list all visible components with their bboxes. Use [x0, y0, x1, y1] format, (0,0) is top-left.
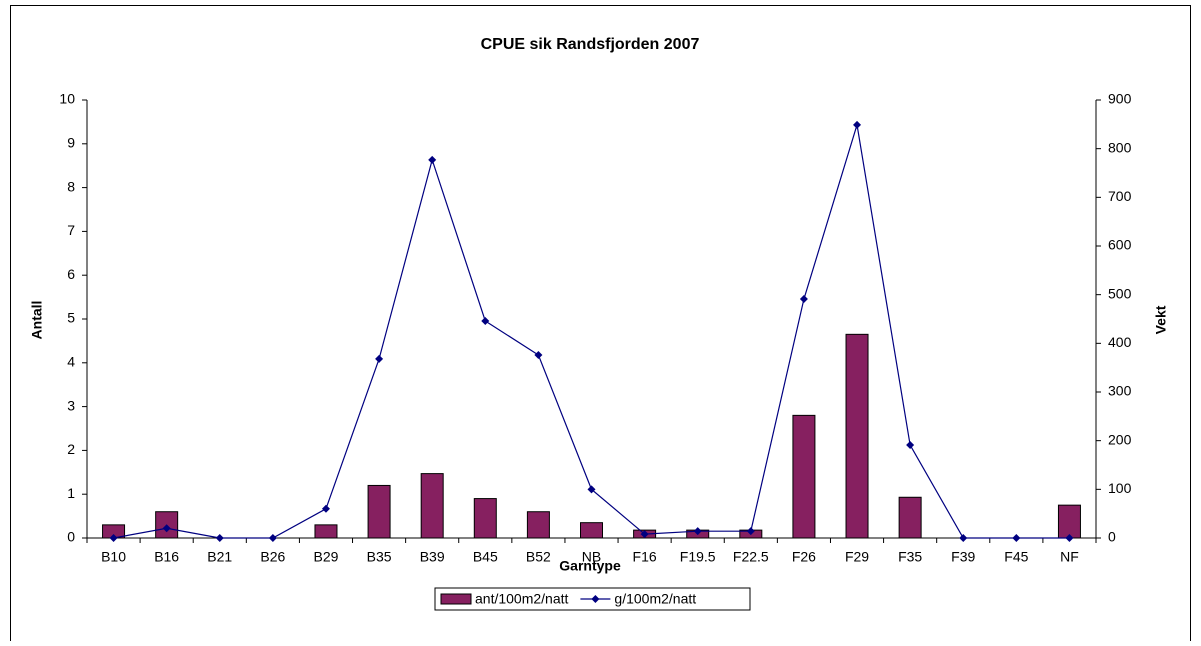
x-tick-label: F16 [633, 549, 657, 565]
marker [428, 155, 437, 164]
bar [420, 473, 444, 539]
marker [215, 534, 224, 542]
x-tick-label: B26 [260, 549, 285, 565]
marker [268, 534, 277, 542]
x-tick-label: NF [1060, 549, 1079, 565]
y-tick-label: 0 [67, 529, 75, 545]
y2-tick-label: 700 [1108, 188, 1132, 204]
y-tick-label: 2 [67, 441, 75, 457]
bar [1057, 504, 1081, 539]
x-tick-label: B39 [420, 549, 445, 565]
y2-tick-label: 500 [1108, 285, 1132, 301]
x-tick-label: B45 [473, 549, 498, 565]
marker [375, 354, 384, 363]
bar [580, 522, 603, 539]
marker [109, 534, 118, 542]
marker [162, 524, 171, 533]
y-tick-label: 1 [67, 485, 75, 501]
y2-tick-label: 300 [1108, 383, 1132, 399]
y2-tick-label: 400 [1108, 334, 1132, 350]
bar [845, 333, 869, 539]
y2-tick-label: 0 [1108, 529, 1116, 545]
y2-tick-label: 200 [1108, 431, 1132, 447]
y-tick-label: 4 [67, 354, 75, 370]
x-tick-label: B21 [207, 549, 232, 565]
marker [906, 441, 915, 450]
marker [534, 351, 543, 360]
y2-tick-label: 900 [1108, 91, 1132, 107]
marker [1065, 534, 1074, 542]
x-tick-label: B35 [367, 549, 392, 565]
bar [473, 498, 497, 539]
legend-swatch [440, 593, 472, 605]
y2-axis-label: Vekt [1153, 305, 1169, 334]
x-tick-label: B29 [314, 549, 339, 565]
marker [693, 527, 702, 536]
y-tick-label: 3 [67, 397, 75, 413]
bar [526, 511, 550, 539]
y-tick-label: 9 [67, 135, 75, 151]
marker [587, 485, 596, 494]
y-tick-label: 7 [67, 222, 75, 238]
x-tick-label: F26 [792, 549, 816, 565]
bar [898, 496, 922, 539]
x-tick-label: F45 [1004, 549, 1028, 565]
chart-frame [10, 5, 1191, 646]
x-tick-label: B10 [101, 549, 126, 565]
legend-marker [591, 595, 600, 603]
y2-tick-label: 800 [1108, 139, 1132, 155]
y2-tick-label: 600 [1108, 237, 1132, 253]
marker [321, 504, 330, 513]
marker [1012, 534, 1021, 542]
x-tick-label: F22.5 [733, 549, 769, 565]
bar [314, 524, 338, 539]
bar [792, 414, 816, 539]
x-axis-label: Garntype [559, 558, 621, 574]
bar [367, 484, 391, 539]
y-tick-label: 10 [59, 91, 75, 107]
x-tick-label: B16 [154, 549, 179, 565]
x-tick-label: F39 [951, 549, 975, 565]
y-tick-label: 8 [67, 178, 75, 194]
x-tick-label: F19.5 [680, 549, 716, 565]
y-tick-label: 6 [67, 266, 75, 282]
marker [959, 534, 968, 542]
marker [481, 316, 490, 325]
marker [799, 295, 808, 304]
y-tick-label: 5 [67, 310, 75, 326]
x-tick-label: NB [582, 549, 601, 565]
legend-label: g/100m2/natt [614, 591, 696, 607]
x-tick-label: B52 [526, 549, 551, 565]
x-tick-label: F35 [898, 549, 922, 565]
marker [640, 530, 649, 539]
y2-tick-label: 100 [1108, 480, 1132, 496]
legend-label: ant/100m2/natt [475, 591, 569, 607]
chart-title: CPUE sik Randsfjorden 2007 [481, 36, 700, 53]
x-tick-label: F29 [845, 549, 869, 565]
y-axis-label: Antall [29, 301, 45, 340]
marker [746, 527, 755, 536]
marker [853, 120, 862, 129]
